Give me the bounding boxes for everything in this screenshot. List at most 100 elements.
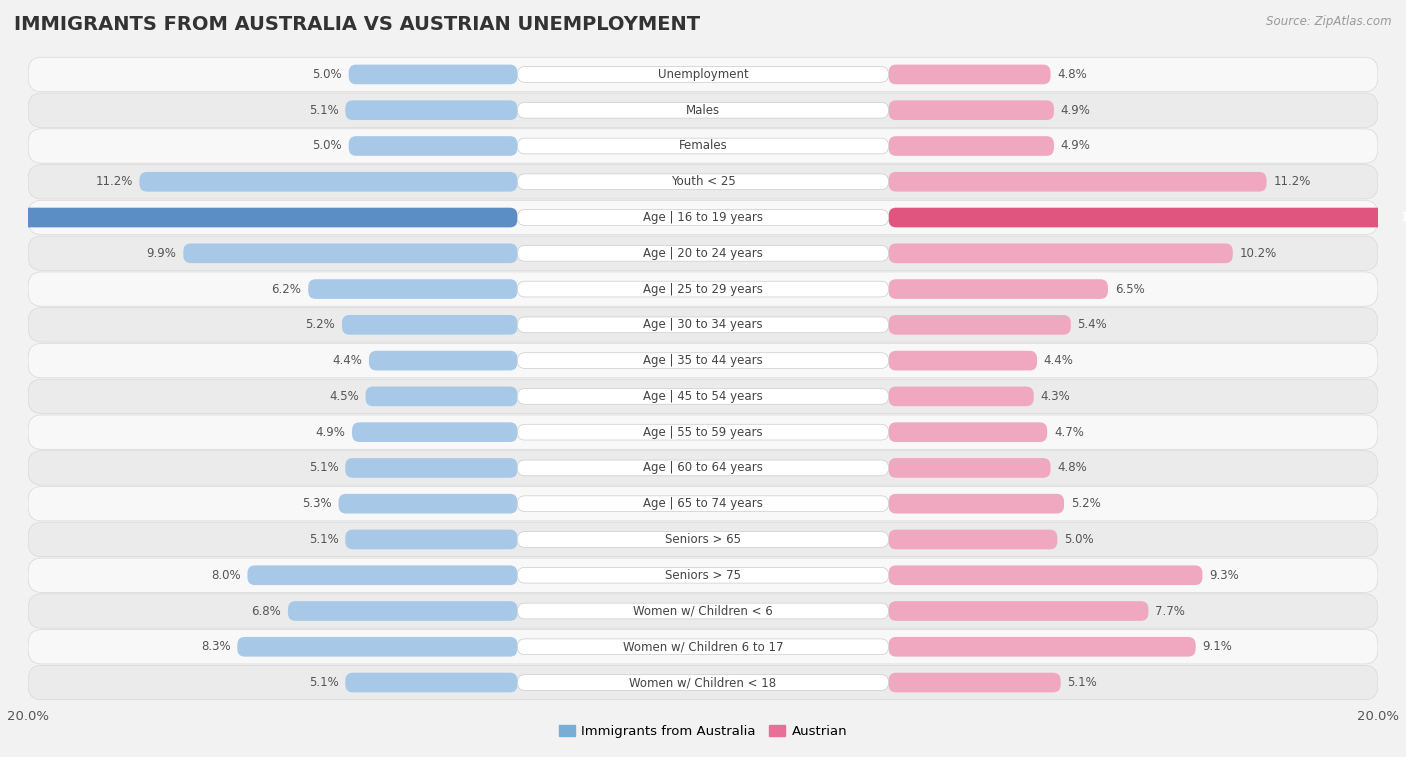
Text: Women w/ Children < 18: Women w/ Children < 18 (630, 676, 776, 689)
FancyBboxPatch shape (28, 665, 1378, 699)
FancyBboxPatch shape (352, 422, 517, 442)
Text: 5.1%: 5.1% (309, 462, 339, 475)
Text: 4.3%: 4.3% (1040, 390, 1070, 403)
FancyBboxPatch shape (889, 279, 1108, 299)
FancyBboxPatch shape (28, 236, 1378, 270)
Text: 4.9%: 4.9% (1060, 139, 1091, 152)
Text: 6.5%: 6.5% (1115, 282, 1144, 295)
Text: 4.8%: 4.8% (1057, 462, 1087, 475)
Text: 5.1%: 5.1% (1067, 676, 1097, 689)
FancyBboxPatch shape (28, 630, 1378, 664)
Text: 8.0%: 8.0% (211, 569, 240, 581)
Text: 11.2%: 11.2% (1274, 176, 1310, 188)
Text: Seniors > 65: Seniors > 65 (665, 533, 741, 546)
Text: 5.0%: 5.0% (1064, 533, 1094, 546)
Text: 4.8%: 4.8% (1057, 68, 1087, 81)
FancyBboxPatch shape (517, 245, 889, 261)
FancyBboxPatch shape (889, 458, 1050, 478)
Text: Age | 60 to 64 years: Age | 60 to 64 years (643, 462, 763, 475)
Text: 4.4%: 4.4% (1043, 354, 1074, 367)
FancyBboxPatch shape (28, 415, 1378, 450)
Text: 6.2%: 6.2% (271, 282, 301, 295)
FancyBboxPatch shape (889, 244, 1233, 263)
FancyBboxPatch shape (339, 494, 517, 513)
FancyBboxPatch shape (28, 129, 1378, 164)
Text: 5.3%: 5.3% (302, 497, 332, 510)
FancyBboxPatch shape (28, 201, 1378, 235)
FancyBboxPatch shape (139, 172, 517, 192)
Legend: Immigrants from Australia, Austrian: Immigrants from Australia, Austrian (554, 719, 852, 743)
FancyBboxPatch shape (889, 601, 1149, 621)
FancyBboxPatch shape (517, 674, 889, 690)
Text: 4.9%: 4.9% (315, 425, 346, 438)
Text: Age | 20 to 24 years: Age | 20 to 24 years (643, 247, 763, 260)
FancyBboxPatch shape (517, 603, 889, 619)
Text: Women w/ Children 6 to 17: Women w/ Children 6 to 17 (623, 640, 783, 653)
Text: IMMIGRANTS FROM AUSTRALIA VS AUSTRIAN UNEMPLOYMENT: IMMIGRANTS FROM AUSTRALIA VS AUSTRIAN UN… (14, 15, 700, 34)
FancyBboxPatch shape (28, 593, 1378, 628)
FancyBboxPatch shape (517, 388, 889, 404)
FancyBboxPatch shape (28, 93, 1378, 127)
Text: 5.1%: 5.1% (309, 104, 339, 117)
Text: Age | 45 to 54 years: Age | 45 to 54 years (643, 390, 763, 403)
FancyBboxPatch shape (889, 637, 1195, 656)
Text: Age | 30 to 34 years: Age | 30 to 34 years (643, 319, 763, 332)
FancyBboxPatch shape (28, 164, 1378, 199)
FancyBboxPatch shape (183, 244, 517, 263)
FancyBboxPatch shape (517, 496, 889, 512)
Text: 5.0%: 5.0% (312, 139, 342, 152)
Text: 5.0%: 5.0% (312, 68, 342, 81)
Text: Age | 25 to 29 years: Age | 25 to 29 years (643, 282, 763, 295)
Text: Youth < 25: Youth < 25 (671, 176, 735, 188)
Text: 9.1%: 9.1% (1202, 640, 1232, 653)
FancyBboxPatch shape (349, 64, 517, 84)
Text: 5.4%: 5.4% (1077, 319, 1108, 332)
Text: Age | 16 to 19 years: Age | 16 to 19 years (643, 211, 763, 224)
Text: 9.9%: 9.9% (146, 247, 177, 260)
FancyBboxPatch shape (366, 387, 517, 407)
FancyBboxPatch shape (346, 458, 517, 478)
Text: Source: ZipAtlas.com: Source: ZipAtlas.com (1267, 15, 1392, 28)
FancyBboxPatch shape (28, 450, 1378, 485)
Text: 5.2%: 5.2% (1071, 497, 1101, 510)
FancyBboxPatch shape (889, 350, 1038, 370)
FancyBboxPatch shape (517, 138, 889, 154)
Text: 4.9%: 4.9% (1060, 104, 1091, 117)
FancyBboxPatch shape (889, 422, 1047, 442)
Text: Unemployment: Unemployment (658, 68, 748, 81)
FancyBboxPatch shape (517, 317, 889, 333)
FancyBboxPatch shape (346, 101, 517, 120)
FancyBboxPatch shape (517, 281, 889, 297)
Text: 11.2%: 11.2% (96, 176, 132, 188)
FancyBboxPatch shape (238, 637, 517, 656)
FancyBboxPatch shape (517, 531, 889, 547)
FancyBboxPatch shape (28, 487, 1378, 521)
Text: 8.3%: 8.3% (201, 640, 231, 653)
FancyBboxPatch shape (368, 350, 517, 370)
FancyBboxPatch shape (517, 639, 889, 655)
FancyBboxPatch shape (28, 344, 1378, 378)
FancyBboxPatch shape (889, 207, 1406, 227)
Text: 16.7%: 16.7% (1402, 211, 1406, 224)
FancyBboxPatch shape (346, 673, 517, 693)
FancyBboxPatch shape (889, 530, 1057, 550)
Text: 10.2%: 10.2% (1240, 247, 1277, 260)
FancyBboxPatch shape (517, 353, 889, 369)
FancyBboxPatch shape (308, 279, 517, 299)
Text: 9.3%: 9.3% (1209, 569, 1239, 581)
Text: Age | 55 to 59 years: Age | 55 to 59 years (643, 425, 763, 438)
Text: Women w/ Children < 6: Women w/ Children < 6 (633, 605, 773, 618)
FancyBboxPatch shape (889, 673, 1060, 693)
FancyBboxPatch shape (889, 565, 1202, 585)
FancyBboxPatch shape (517, 174, 889, 190)
FancyBboxPatch shape (28, 272, 1378, 307)
Text: 4.4%: 4.4% (332, 354, 363, 367)
Text: Males: Males (686, 104, 720, 117)
FancyBboxPatch shape (517, 460, 889, 476)
FancyBboxPatch shape (288, 601, 517, 621)
FancyBboxPatch shape (889, 387, 1033, 407)
Text: 5.2%: 5.2% (305, 319, 335, 332)
FancyBboxPatch shape (349, 136, 517, 156)
FancyBboxPatch shape (517, 210, 889, 226)
FancyBboxPatch shape (889, 494, 1064, 513)
